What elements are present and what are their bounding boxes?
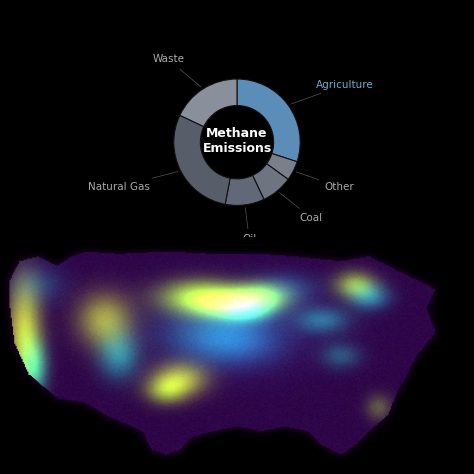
Wedge shape — [180, 79, 237, 127]
Text: Natural Gas: Natural Gas — [88, 172, 178, 191]
Wedge shape — [267, 154, 297, 179]
Text: Oil: Oil — [242, 208, 256, 245]
Text: Other: Other — [296, 172, 354, 191]
Wedge shape — [237, 79, 300, 162]
Wedge shape — [225, 175, 264, 205]
Text: Coal: Coal — [280, 192, 323, 223]
Text: Waste: Waste — [153, 55, 201, 87]
Wedge shape — [253, 164, 288, 200]
Wedge shape — [174, 115, 230, 204]
Text: Methane
Emissions: Methane Emissions — [202, 127, 272, 155]
Text: Agriculture: Agriculture — [291, 80, 374, 104]
